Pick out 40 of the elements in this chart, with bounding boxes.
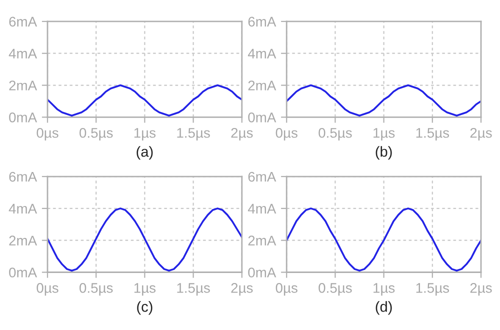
y-tick-label: 0mA	[248, 268, 276, 278]
x-axis-title: (a)	[136, 146, 153, 160]
y-tick-label: 6mA	[248, 16, 276, 27]
y-tick-label: 6mA	[248, 172, 276, 182]
y-tick-label: 6mA	[9, 172, 38, 182]
x-tick-label: 2µs	[231, 128, 253, 141]
x-tick-label: 1.5µs	[177, 283, 210, 296]
y-tick-label: 4mA	[8, 48, 38, 58]
x-tick-label: 1µs	[374, 283, 395, 296]
x-tick-label: 0.5µs	[318, 283, 352, 296]
y-tick-label: 2mA	[248, 236, 276, 246]
x-tick-label: 1.5µs	[177, 128, 210, 141]
x-tick-label: 1.5µs	[416, 128, 450, 141]
x-tick-label: 0.5µs	[318, 128, 352, 141]
x-tick-label: 2µs	[470, 283, 492, 296]
x-tick-label: 1µs	[134, 128, 156, 141]
x-tick-label: 0.5µs	[80, 128, 113, 141]
y-tick-label: 2mA	[248, 80, 276, 90]
x-tick-label: 1µs	[374, 128, 395, 141]
y-tick-label: 0mA	[248, 112, 276, 122]
x-tick-label: 0.5µs	[80, 283, 113, 296]
x-tick-label: 0µs	[276, 128, 298, 141]
y-tick-label: 2mA	[9, 236, 38, 246]
y-tick-label: 6mA	[9, 16, 38, 27]
x-axis-title: (c)	[137, 301, 152, 315]
x-tick-label: 0µs	[276, 283, 298, 296]
x-tick-label: 1.5µs	[416, 283, 450, 296]
x-axis-title: (d)	[376, 301, 392, 315]
x-tick-label: 2µs	[231, 283, 253, 296]
x-tick-label: 1µs	[134, 283, 156, 296]
y-tick-label: 4mA	[248, 204, 276, 214]
x-axis-title: (b)	[376, 146, 392, 160]
y-tick-label: 2mA	[9, 80, 38, 90]
x-tick-label: 0µs	[36, 283, 58, 296]
y-tick-label: 0mA	[9, 112, 38, 122]
y-tick-label: 4mA	[8, 204, 38, 214]
x-tick-label: 0µs	[36, 128, 58, 141]
x-tick-label: 2µs	[470, 128, 492, 141]
y-tick-label: 4mA	[248, 48, 276, 58]
y-tick-label: 0mA	[9, 268, 38, 278]
